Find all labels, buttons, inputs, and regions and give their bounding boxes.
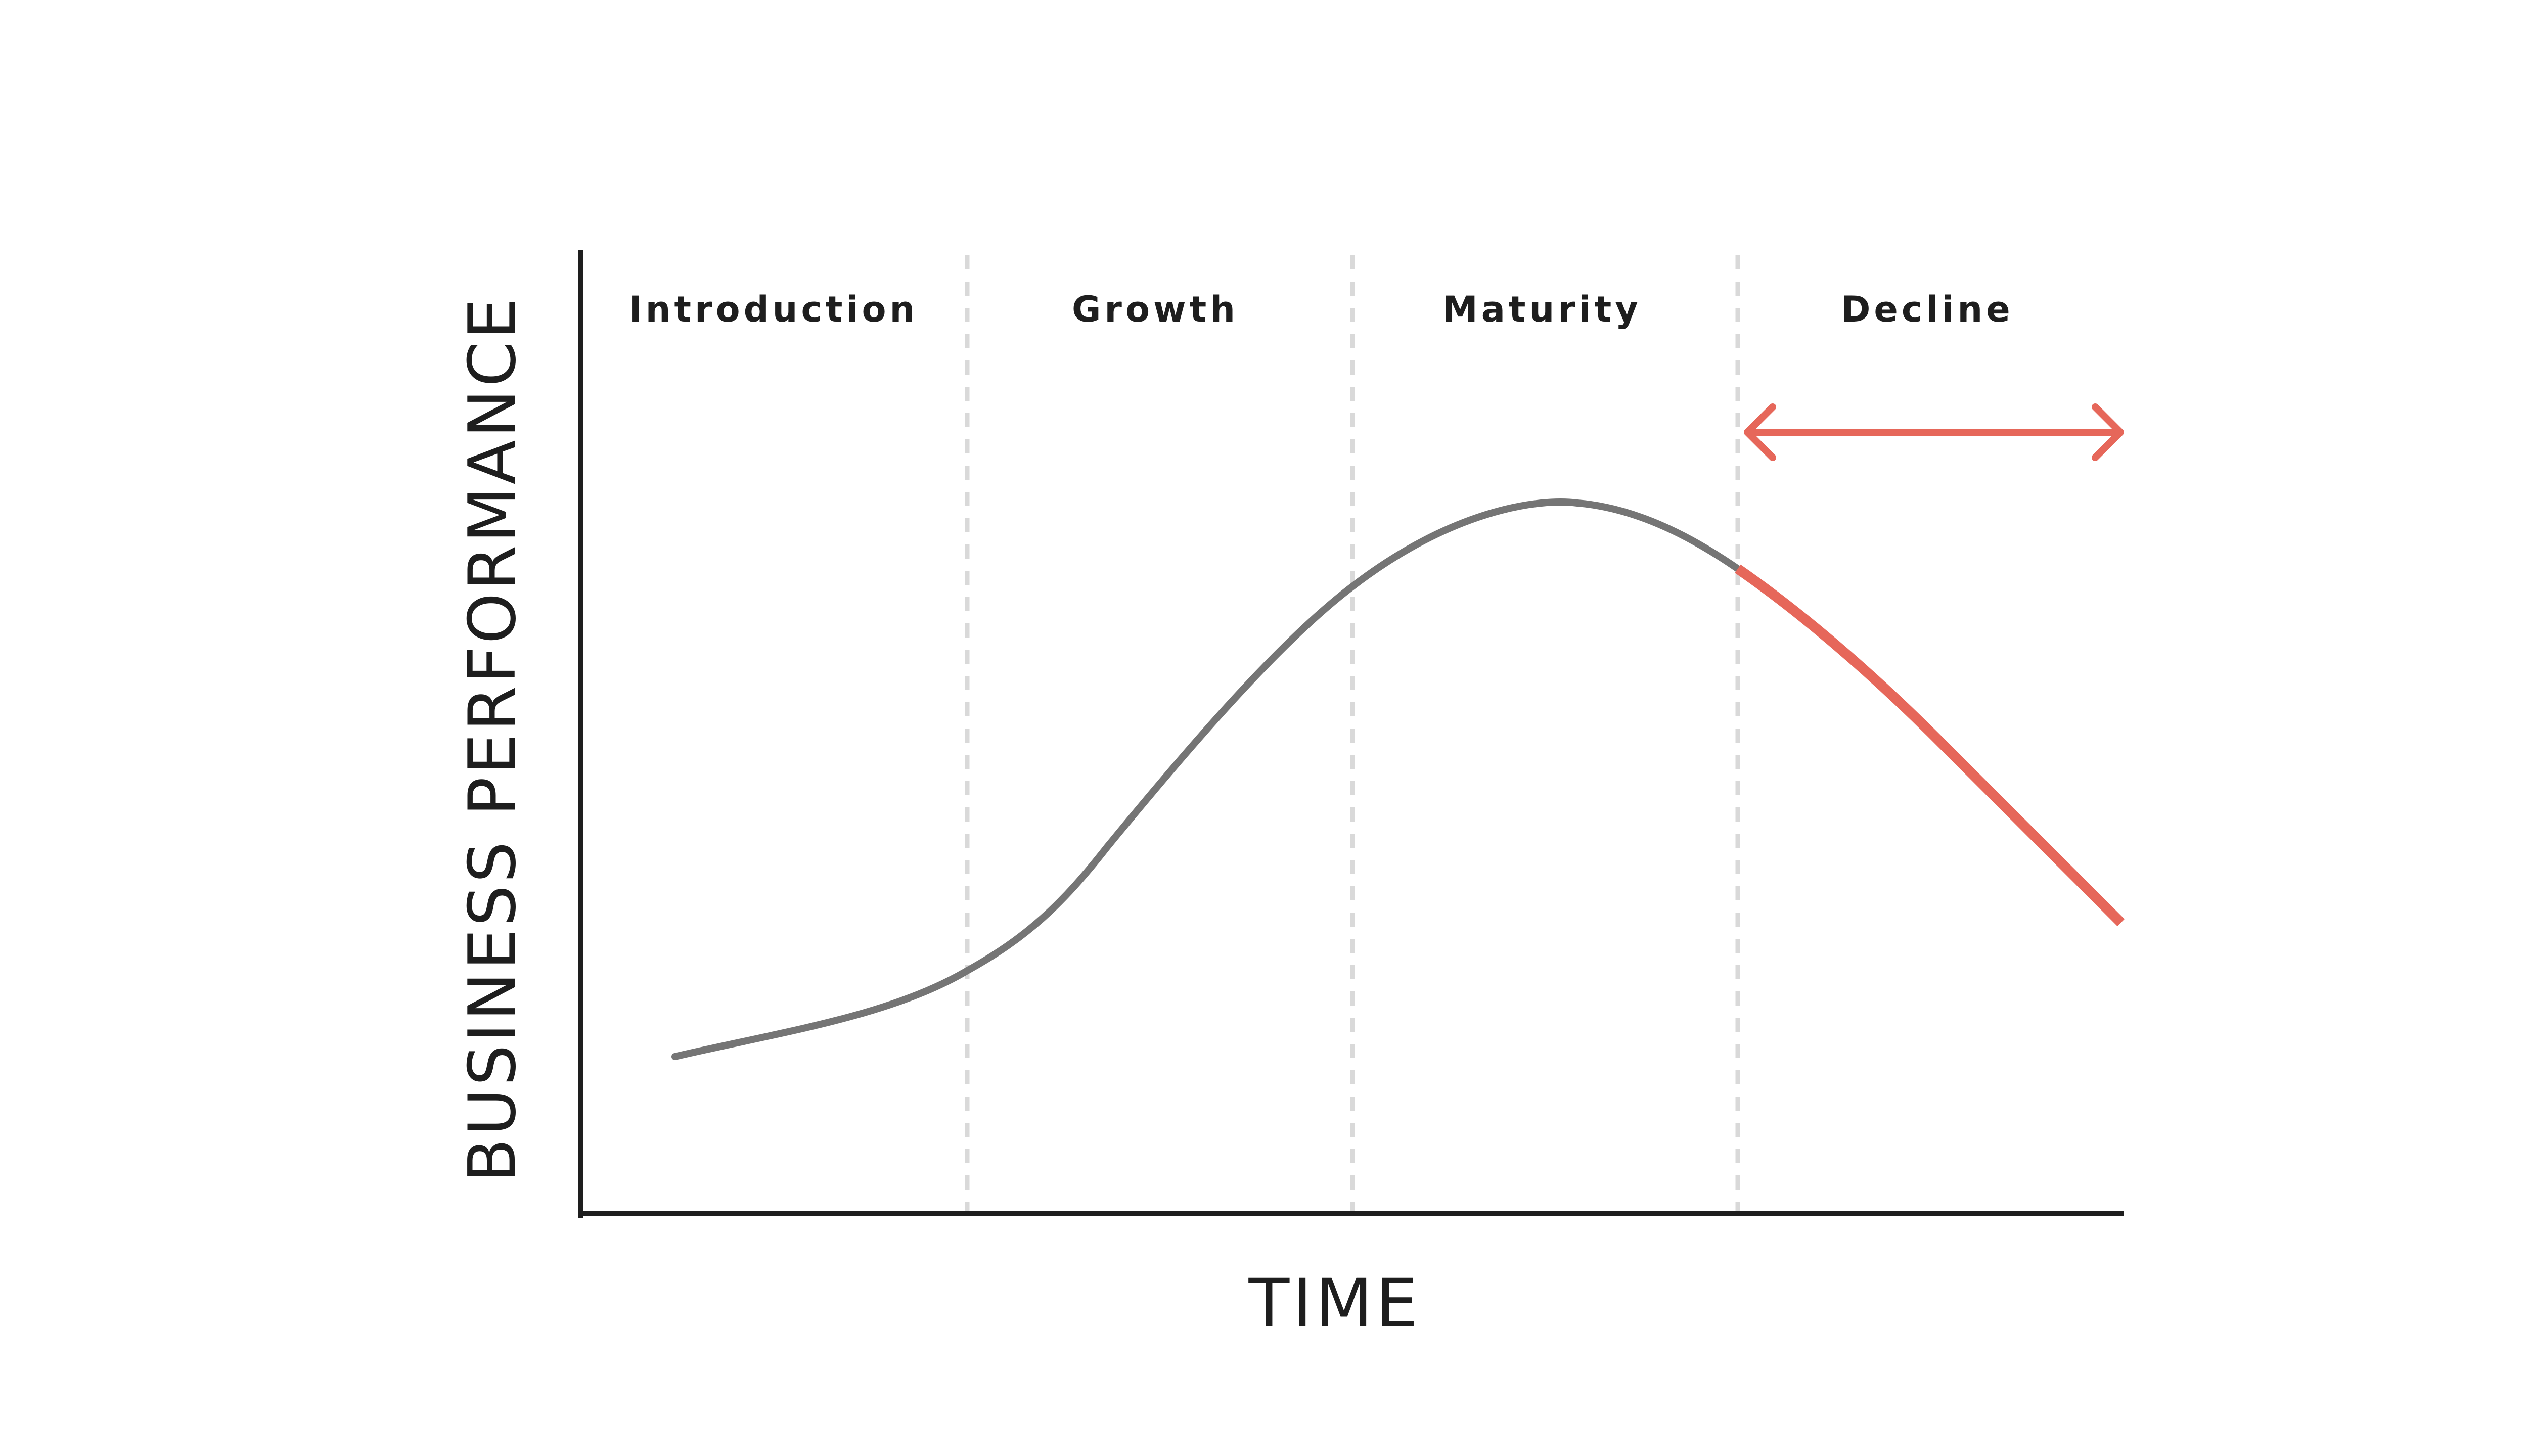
decline-curve: [1735, 564, 2125, 927]
stage-label-decline: Decline: [1841, 289, 2013, 330]
stage-label-growth: Growth: [1072, 289, 1239, 330]
x-axis-label: TIME: [1248, 1264, 1421, 1342]
y-axis-label: BUSINESS PERFORMANCE: [455, 296, 530, 1183]
axes: [578, 250, 2124, 1218]
stage-dividers: [965, 255, 1740, 1212]
arrow-right-head-icon: [2092, 403, 2124, 461]
decline-range-arrow: [1744, 403, 2124, 461]
stage-labels: Introduction Growth Maturity Decline: [629, 289, 2013, 330]
arrow-left-head-icon: [1744, 403, 1776, 461]
stage-label-introduction: Introduction: [629, 289, 919, 330]
stage-label-maturity: Maturity: [1442, 289, 1642, 330]
lifecycle-curve: [671, 498, 1741, 1060]
